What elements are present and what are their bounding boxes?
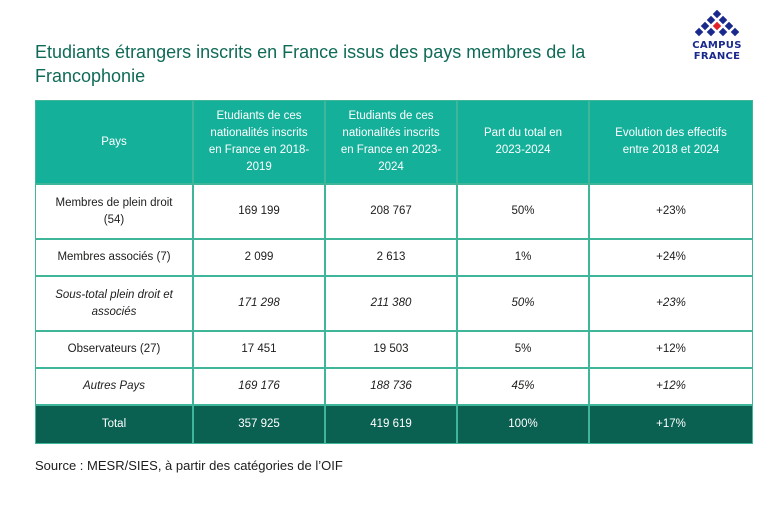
cell-part: 1%	[458, 240, 590, 277]
cell-2023-2024: 211 380	[326, 277, 458, 332]
table-row: Sous-total plein droit et associés 171 2…	[36, 277, 752, 332]
column-header-2018-2019: Etudiants de ces nationalités inscrits e…	[194, 101, 326, 185]
logo-text-line2: FRANCE	[693, 51, 741, 62]
cell-2018-2019: 17 451	[194, 332, 326, 369]
students-table: Pays Etudiants de ces nationalités inscr…	[35, 100, 753, 444]
cell-evolution: +12%	[590, 369, 752, 406]
cell-2023-2024: 188 736	[326, 369, 458, 406]
table-row: Membres associés (7) 2 099 2 613 1% +24%	[36, 240, 752, 277]
cell-pays: Membres associés (7)	[36, 240, 194, 277]
cell-part: 45%	[458, 369, 590, 406]
cell-pays: Autres Pays	[36, 369, 194, 406]
column-header-pays: Pays	[36, 101, 194, 185]
cell-pays: Observateurs (27)	[36, 332, 194, 369]
cell-2018-2019: 169 199	[194, 185, 326, 240]
source-note: Source : MESR/SIES, à partir des catégor…	[35, 458, 343, 473]
cell-pays: Total	[36, 406, 194, 443]
column-header-part: Part du total en 2023-2024	[458, 101, 590, 185]
cell-pays: Membres de plein droit (54)	[36, 185, 194, 240]
cell-part: 50%	[458, 277, 590, 332]
cell-2018-2019: 357 925	[194, 406, 326, 443]
table-row: Membres de plein droit (54) 169 199 208 …	[36, 185, 752, 240]
page-title: Etudiants étrangers inscrits en France i…	[35, 42, 586, 86]
cell-evolution: +23%	[590, 185, 752, 240]
cell-2018-2019: 169 176	[194, 369, 326, 406]
cell-2018-2019: 2 099	[194, 240, 326, 277]
table-row: Autres Pays 169 176 188 736 45% +12%	[36, 369, 752, 406]
pyramid-logo-icon	[695, 10, 739, 37]
cell-evolution: +24%	[590, 240, 752, 277]
cell-evolution: +17%	[590, 406, 752, 443]
logo-text-line1: CAMPUS	[692, 40, 742, 51]
column-header-2023-2024: Etudiants de ces nationalités inscrits e…	[326, 101, 458, 185]
cell-part: 50%	[458, 185, 590, 240]
cell-part: 100%	[458, 406, 590, 443]
cell-2018-2019: 171 298	[194, 277, 326, 332]
cell-evolution: +23%	[590, 277, 752, 332]
cell-2023-2024: 208 767	[326, 185, 458, 240]
cell-evolution: +12%	[590, 332, 752, 369]
cell-2023-2024: 2 613	[326, 240, 458, 277]
table-row: Observateurs (27) 17 451 19 503 5% +12%	[36, 332, 752, 369]
cell-2023-2024: 19 503	[326, 332, 458, 369]
column-header-evolution: Evolution des effectifs entre 2018 et 20…	[590, 101, 752, 185]
table-header-row: Pays Etudiants de ces nationalités inscr…	[36, 101, 752, 185]
campus-france-logo: CAMPUS FRANCE	[686, 10, 748, 70]
cell-2023-2024: 419 619	[326, 406, 458, 443]
cell-pays: Sous-total plein droit et associés	[36, 277, 194, 332]
table-total-row: Total 357 925 419 619 100% +17%	[36, 406, 752, 443]
cell-part: 5%	[458, 332, 590, 369]
